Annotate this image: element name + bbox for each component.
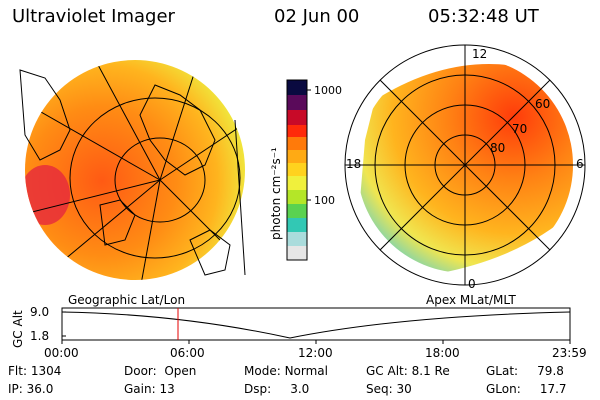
altitude-curve: [61, 311, 571, 339]
observation-date: 02 Jun 00: [274, 6, 360, 27]
right-map-grid: [345, 45, 585, 285]
colorbar-tick-label: 100: [314, 194, 335, 207]
gain-value: 13: [159, 382, 175, 396]
magnetic-map: [344, 44, 586, 286]
colorbar-segment: [287, 137, 307, 150]
glat-value: 79.8: [537, 364, 564, 378]
glon-value: 17.7: [539, 382, 567, 396]
glat-label: GLat:: [486, 364, 519, 378]
colorbar-segment: [287, 218, 307, 232]
time-tick-label: 18:00: [425, 346, 460, 360]
seq-label: Seq:: [366, 382, 393, 396]
altitude-plot: [61, 307, 571, 344]
coastline-island: [99, 199, 136, 246]
dsp-value: 3.0: [290, 382, 310, 396]
coastline-west: [19, 69, 71, 161]
gain-label: Gain:: [124, 382, 156, 396]
ip-value: 36.0: [26, 382, 54, 396]
right-map-caption: Apex MLat/MLT: [426, 293, 516, 307]
status-door: Door: Open: [124, 364, 196, 378]
mlt-label-18: 18: [346, 157, 361, 171]
status-seq: Seq: 30: [366, 382, 412, 396]
left-map-caption: Geographic Lat/Lon: [68, 293, 185, 307]
glon-label: GLon:: [486, 382, 521, 396]
mode-label: Mode:: [244, 364, 281, 378]
altitude-tick-label: 1.8: [30, 329, 49, 343]
altitude-tick-label: 9.0: [30, 305, 49, 319]
left-intensity-patch: [25, 165, 70, 225]
flt-value: 1304: [30, 364, 62, 378]
colorbar-segment: [287, 150, 307, 163]
colorbar-segment: [287, 232, 307, 246]
status-glat: GLat: 79.8: [486, 364, 564, 378]
altitude-plot-frame: [61, 307, 571, 341]
door-value: Open: [164, 364, 197, 378]
time-tick-label: 06:00: [170, 346, 205, 360]
flt-label: Flt:: [8, 364, 27, 378]
status-gain: Gain: 13: [124, 382, 175, 396]
coastline-east: [234, 119, 246, 276]
coastline-greenland: [139, 84, 216, 176]
colorbar-segment: [287, 163, 307, 176]
colorbar-segment: [287, 176, 307, 190]
colorbar-segment: [287, 204, 307, 218]
observation-time: 05:32:48 UT: [428, 6, 539, 27]
instrument-title: Ultraviolet Imager: [12, 6, 175, 27]
mlt-label-0: 0: [468, 277, 476, 291]
colorbar-segment: [287, 95, 307, 110]
colorbar-segment: [287, 190, 307, 204]
colorbar-frame: [286, 79, 308, 261]
mlat-label-60: 60: [535, 97, 550, 111]
status-glon: GLon: 17.7: [486, 382, 567, 396]
colorbar-segment: [287, 110, 307, 125]
colorbar: [286, 79, 311, 261]
mlt-label-6: 6: [576, 157, 584, 171]
colorbar-segment: [287, 246, 307, 260]
time-tick-label: 23:59: [552, 346, 587, 360]
ip-label: IP:: [8, 382, 23, 396]
left-aurora-image: [25, 60, 245, 280]
dsp-label: Dsp:: [244, 382, 272, 396]
colorbar-tick-label: 1000: [314, 84, 342, 97]
gcalt-value: 8.1 Re: [411, 364, 450, 378]
colorbar-segment: [287, 80, 307, 95]
mode-value: Normal: [284, 364, 328, 378]
coastline-south: [189, 229, 231, 276]
time-tick-label: 12:00: [298, 346, 333, 360]
colorbar-segment: [287, 125, 307, 137]
gcalt-label: GC Alt:: [366, 364, 408, 378]
status-ip: IP: 36.0: [8, 382, 53, 396]
status-gc-alt: GC Alt: 8.1 Re: [366, 364, 450, 378]
mlat-label-70: 70: [512, 122, 527, 136]
status-flight: Flt: 1304: [8, 364, 61, 378]
status-dsp: Dsp: 3.0: [244, 382, 309, 396]
left-map-grid: [25, 60, 245, 280]
status-mode: Mode: Normal: [244, 364, 328, 378]
colorbar-unit-label: photon cm⁻²s⁻¹: [269, 147, 283, 240]
seq-value: 30: [396, 382, 412, 396]
time-tick-label: 00:00: [44, 346, 79, 360]
door-label: Door:: [124, 364, 157, 378]
altitude-axis-label: GC Alt: [11, 310, 25, 348]
mlat-label-80: 80: [490, 141, 505, 155]
mlt-label-12: 12: [472, 47, 487, 61]
geographic-map: [19, 60, 246, 280]
